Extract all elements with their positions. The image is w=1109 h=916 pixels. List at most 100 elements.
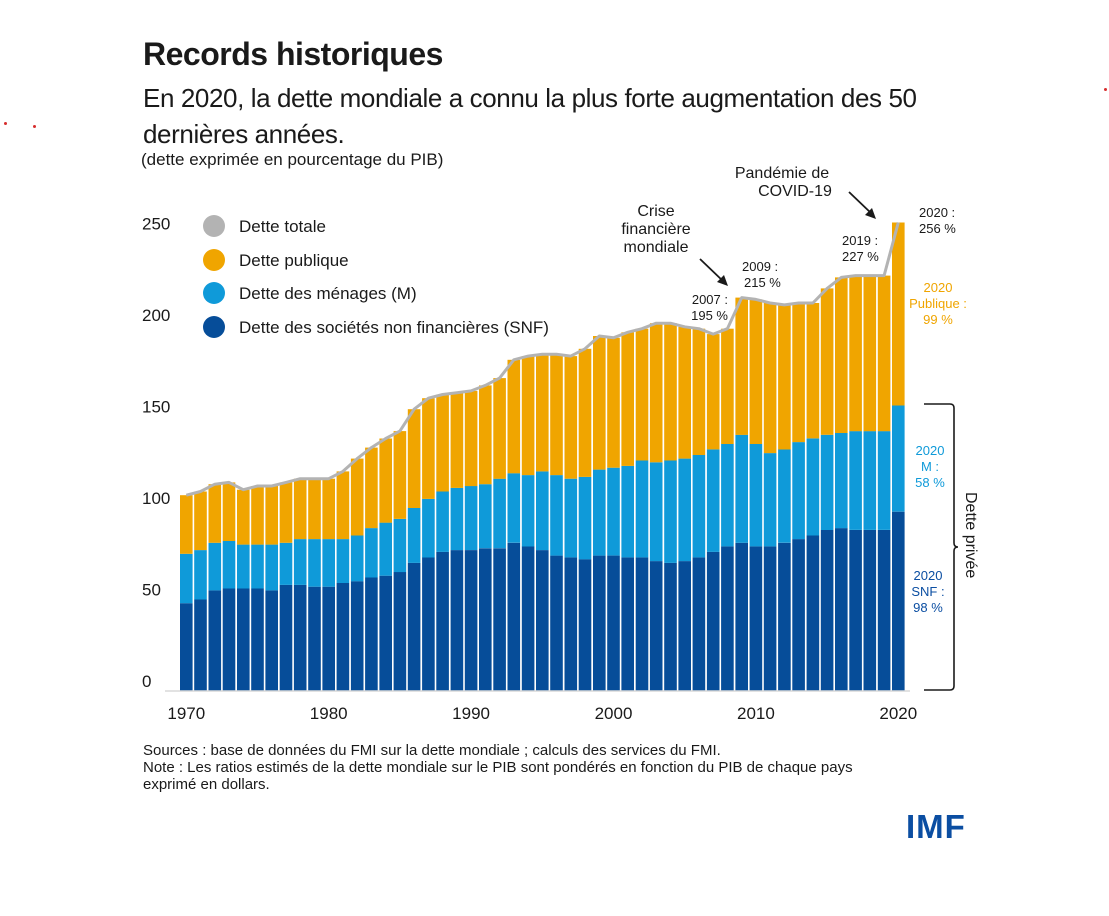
bar-households-1979 [308, 539, 321, 587]
bar-households-2004 [664, 460, 677, 563]
bar-households-1989 [450, 487, 464, 551]
bar-households-1987 [422, 498, 435, 558]
bar-snf-2000 [607, 555, 620, 691]
bar-public-1989 [450, 392, 464, 488]
label-m-line1: 2020 [916, 443, 945, 458]
bar-households-2016 [835, 433, 848, 529]
y-axis: 0 50 100 150 200 250 [142, 215, 170, 692]
bar-snf-1989 [450, 550, 464, 691]
bar-public-1996 [550, 354, 563, 476]
arrowhead-covid [865, 208, 876, 219]
label-2007-year: 2007 : [692, 292, 728, 307]
bar-snf-1979 [308, 586, 321, 691]
label-2007: 2007 : 195 % [691, 292, 728, 323]
bar-public-2006 [692, 328, 706, 455]
bar-public-2009 [735, 297, 748, 435]
bar-households-1981 [336, 539, 350, 583]
bar-households-1976 [265, 544, 278, 591]
label-2007-value: 195 % [691, 308, 728, 323]
bar-snf-1993 [507, 542, 521, 691]
decorative-dot [1104, 88, 1107, 91]
legend-swatch-total [203, 215, 225, 237]
bar-snf-1992 [493, 548, 506, 691]
label-public-line3: 99 % [923, 312, 953, 327]
bar-snf-2014 [806, 535, 820, 692]
bar-households-1994 [521, 475, 535, 547]
bar-snf-1986 [407, 562, 421, 691]
bar-public-2002 [635, 328, 649, 461]
y-tick-label: 250 [142, 215, 170, 234]
chart-subtitle: En 2020, la dette mondiale a connu la pl… [143, 83, 917, 149]
bar-households-1973 [222, 540, 236, 589]
bar-public-2016 [835, 277, 848, 433]
bar-public-2018 [863, 275, 877, 432]
y-tick-label: 150 [142, 398, 170, 417]
bar-public-1976 [265, 486, 278, 545]
legend: Dette totale Dette publique Dette des mé… [203, 215, 549, 338]
bar-households-2000 [607, 467, 620, 556]
bar-snf-2002 [635, 557, 649, 691]
label-m-line3: 58 % [915, 475, 945, 490]
legend-swatch-public [203, 249, 225, 271]
bar-households-2002 [635, 460, 649, 558]
bar-households-2020 [892, 405, 905, 512]
bar-public-2007 [706, 334, 720, 450]
bar-snf-2013 [792, 539, 805, 691]
bar-households-2014 [806, 438, 820, 536]
bar-snf-1988 [436, 551, 449, 691]
label-2020-households: 2020 M : 58 % [915, 443, 945, 490]
sources-text: Sources : base de données du FMI sur la … [143, 742, 721, 759]
bar-households-1995 [536, 471, 549, 551]
label-2009: 2009 : 215 % [742, 259, 781, 290]
bar-public-1991 [479, 385, 492, 485]
bar-public-1985 [393, 431, 407, 519]
bar-public-1975 [251, 486, 264, 545]
bar-public-2008 [721, 328, 734, 444]
bar-snf-1971 [194, 599, 207, 691]
annotation-covid-line2: COVID-19 [758, 183, 832, 200]
bar-public-2012 [778, 304, 791, 450]
bar-public-1988 [436, 394, 449, 492]
bar-snf-1995 [536, 550, 549, 691]
bar-households-1977 [279, 542, 293, 585]
bar-snf-1973 [222, 588, 236, 691]
bar-public-1980 [322, 478, 335, 540]
bar-snf-1997 [564, 557, 578, 691]
bar-households-1974 [237, 544, 250, 589]
total-debt-line [185, 222, 900, 497]
label-snf-line1: 2020 [914, 568, 943, 583]
bar-public-1977 [279, 482, 293, 543]
bar-snf-2008 [721, 546, 734, 691]
bar-public-1972 [208, 484, 222, 543]
legend-swatch-snf [203, 316, 225, 338]
bar-snf-2017 [849, 530, 862, 691]
legend-item-total: Dette totale [203, 215, 326, 237]
bar-households-1986 [407, 508, 421, 563]
bar-households-1983 [365, 528, 378, 578]
bar-snf-1972 [208, 590, 222, 692]
bar-public-2001 [621, 332, 634, 466]
bar-snf-1984 [379, 575, 392, 691]
bar-public-2004 [664, 323, 677, 461]
bar-snf-2001 [621, 557, 634, 691]
bar-households-1984 [379, 522, 392, 576]
bar-snf-2012 [778, 542, 791, 691]
bar-households-2006 [692, 454, 706, 558]
bar-snf-1987 [422, 557, 435, 691]
bar-households-2009 [735, 434, 748, 543]
x-tick-label: 2000 [595, 704, 633, 723]
label-snf-line2: SNF : [911, 584, 944, 599]
y-tick-label: 50 [142, 581, 161, 600]
unit-note: (dette exprimée en pourcentage du PIB) [141, 150, 444, 169]
bar-snf-1970 [180, 603, 193, 691]
bar-households-2018 [863, 431, 877, 530]
bar-households-2015 [820, 434, 834, 530]
bar-snf-2019 [877, 530, 891, 691]
label-2019-value: 227 % [842, 249, 879, 264]
bar-households-2010 [749, 443, 763, 547]
bar-households-1970 [180, 553, 193, 604]
label-2009-value: 215 % [744, 275, 781, 290]
bar-snf-1991 [479, 548, 492, 691]
x-tick-label: 1990 [452, 704, 490, 723]
